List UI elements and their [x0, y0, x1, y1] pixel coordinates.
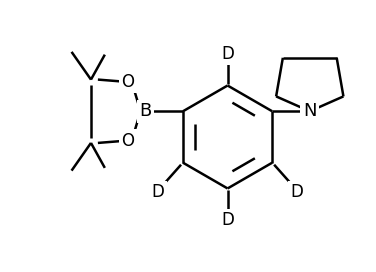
Text: O: O: [121, 73, 134, 91]
Text: N: N: [303, 102, 317, 120]
Text: D: D: [291, 183, 303, 202]
Text: D: D: [152, 183, 165, 202]
Text: D: D: [221, 45, 234, 63]
Text: B: B: [139, 102, 152, 120]
Text: O: O: [121, 132, 134, 150]
Text: D: D: [221, 211, 234, 229]
